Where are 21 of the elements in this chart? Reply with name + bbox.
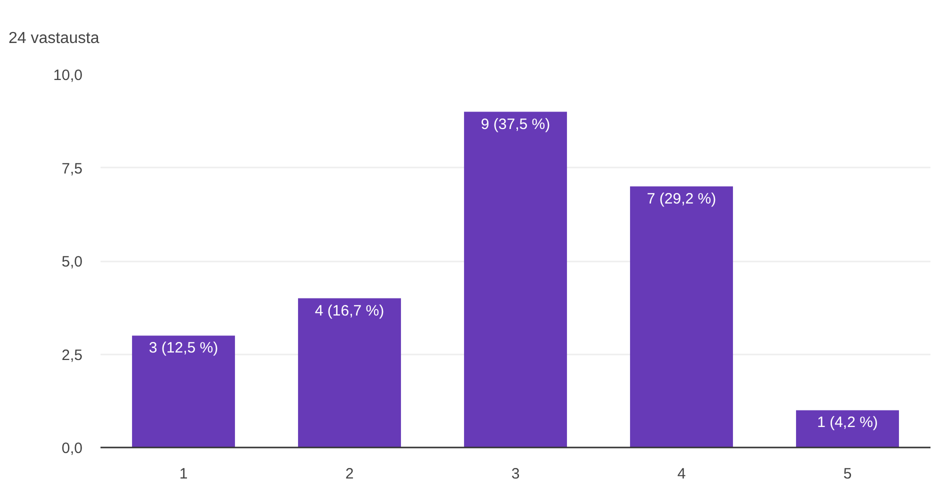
x-tick-label: 5 — [843, 466, 852, 482]
x-tick-label: 4 — [677, 466, 686, 482]
bar — [132, 336, 235, 448]
data-label: 9 (37,5 %) — [480, 116, 550, 133]
bar — [796, 410, 899, 448]
y-tick-label: 10,0 — [53, 67, 83, 84]
data-label: 1 (4,2 %) — [817, 414, 878, 432]
data-label: 4 (16,7 %) — [314, 302, 384, 320]
y-tick-label: 5,0 — [62, 254, 83, 270]
x-tick-label: 3 — [511, 466, 520, 482]
x-tick-label: 2 — [345, 466, 354, 482]
y-tick-label: 0,0 — [62, 440, 83, 457]
chart-title: 24 vastausta — [8, 30, 100, 47]
bar — [630, 186, 733, 448]
y-tick-label: 7,5 — [62, 160, 83, 178]
bar — [464, 112, 567, 448]
bar — [298, 298, 401, 448]
data-label: 3 (12,5 %) — [148, 340, 218, 357]
data-label: 7 (29,2 %) — [646, 190, 716, 208]
y-tick-label: 2,5 — [62, 346, 83, 364]
x-tick-label: 1 — [179, 466, 188, 482]
